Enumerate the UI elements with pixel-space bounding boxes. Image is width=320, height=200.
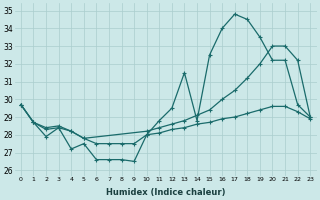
X-axis label: Humidex (Indice chaleur): Humidex (Indice chaleur): [106, 188, 225, 197]
